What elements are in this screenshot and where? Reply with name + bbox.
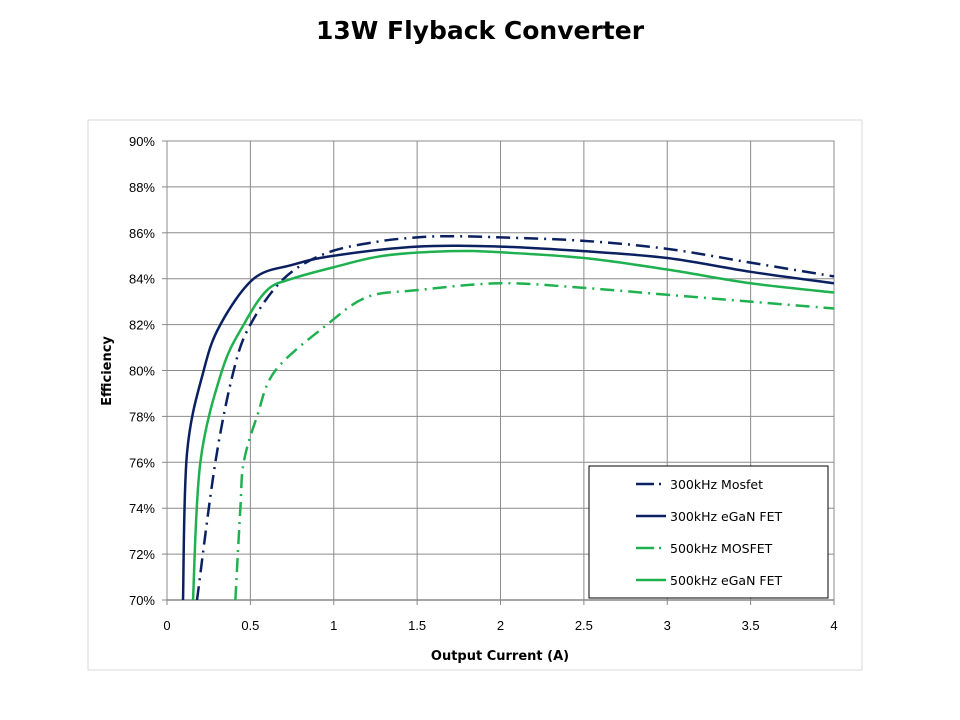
legend-label: 300kHz eGaN FET — [670, 509, 782, 524]
y-tick-label: 84% — [129, 272, 155, 287]
series-line-500khz-egan-fet — [191, 249, 835, 601]
y-tick-label: 80% — [129, 364, 155, 379]
x-tick-label: 3.5 — [742, 618, 760, 633]
legend-label: 500kHz MOSFET — [670, 541, 773, 556]
x-tick-label: 3 — [664, 618, 671, 633]
series-line-300khz-egan-fet — [181, 244, 835, 601]
y-tick-label: 88% — [129, 180, 155, 195]
x-tick-label: 2 — [497, 618, 504, 633]
x-tick-label: 1.5 — [408, 618, 426, 633]
y-tick-label: 72% — [129, 547, 155, 562]
chart-title: 13W Flyback Converter — [315, 16, 645, 45]
series-line-300khz-mosfet — [195, 234, 835, 601]
legend-label: 500kHz eGaN FET — [670, 573, 782, 588]
y-tick-label: 82% — [129, 318, 155, 333]
y-tick-label: 70% — [129, 593, 155, 608]
x-tick-label: 0.5 — [241, 618, 259, 633]
y-tick-label: 76% — [129, 455, 155, 470]
x-tick-label: 2.5 — [575, 618, 593, 633]
y-axis-label: Efficiency — [100, 336, 115, 406]
series-line-500khz-mosfet — [234, 282, 835, 601]
y-tick-label: 86% — [129, 226, 155, 241]
legend-label: 300kHz Mosfet — [670, 477, 763, 492]
x-axis-label: Output Current (A) — [431, 649, 569, 664]
y-tick-label: 74% — [129, 501, 155, 516]
x-tick-label: 0 — [163, 618, 170, 633]
x-tick-label: 1 — [330, 618, 337, 633]
legend: 300kHz Mosfet 300kHz eGaN FET 500kHz MOSFE… — [588, 465, 829, 599]
legend-box — [588, 465, 829, 599]
y-tick-label: 78% — [129, 409, 155, 424]
x-tick-label: 4 — [830, 618, 837, 633]
y-tick-label: 90% — [129, 134, 155, 149]
